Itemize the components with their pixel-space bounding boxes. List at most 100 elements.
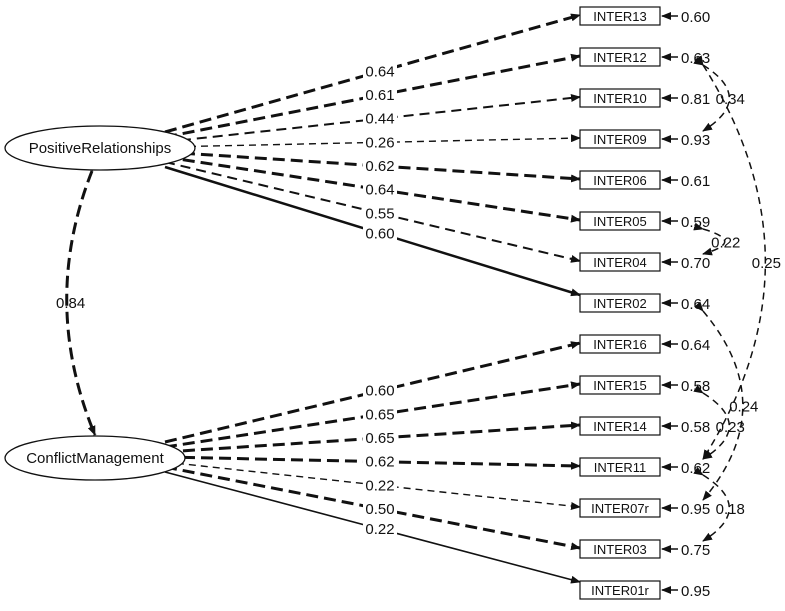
- loading-value: 0.26: [365, 134, 394, 151]
- loading-value: 0.44: [365, 111, 394, 128]
- loading-value: 0.22: [365, 521, 394, 538]
- indicator-label: INTER02: [593, 296, 646, 311]
- residual-value: 0.59: [681, 214, 710, 231]
- residual-value: 0.93: [681, 132, 710, 149]
- loading-label-bg: [363, 429, 397, 446]
- indicator-rect: [579, 6, 661, 26]
- indicator-box: INTER10: [579, 88, 661, 108]
- latent-label: ConflictManagement: [26, 450, 164, 467]
- loading-label-bg: [363, 224, 397, 241]
- loading-value: 0.62: [365, 454, 394, 471]
- loading-value: 0.50: [365, 501, 394, 518]
- residual-value: 0.95: [681, 583, 710, 600]
- loading-value: 0.62: [365, 158, 394, 175]
- latent-correlation-value: 0.84: [56, 295, 85, 312]
- indicator-rect: [579, 170, 661, 190]
- residual-covariance-arc: [694, 55, 767, 460]
- residual-value: 0.75: [681, 542, 710, 559]
- indicator-label: INTER12: [593, 50, 646, 65]
- loading-value: 0.61: [365, 87, 394, 104]
- loading-value: 0.65: [365, 406, 394, 423]
- loading-arrow: [164, 465, 581, 551]
- loading-value: 0.60: [365, 383, 394, 400]
- residual-covariance-value: 0.18: [716, 501, 745, 518]
- indicator-box: INTER16: [579, 334, 661, 354]
- indicator-label: INTER15: [593, 378, 646, 393]
- residual-value: 0.63: [681, 50, 710, 67]
- latent-ellipse: [4, 435, 186, 481]
- residual-value: 0.81: [681, 91, 710, 108]
- indicator-label: INTER01r: [591, 583, 649, 598]
- indicator-rect: [579, 539, 661, 559]
- residual-value: 0.70: [681, 255, 710, 272]
- residual-covariance-arc: [693, 466, 730, 542]
- residual-covariance-arc: [693, 56, 730, 132]
- indicator-label: INTER04: [593, 255, 646, 270]
- indicator-label: INTER14: [593, 419, 646, 434]
- residual-covariance-arc: [693, 222, 726, 256]
- indicator-label: INTER11: [594, 460, 647, 475]
- residual-value: 0.64: [681, 337, 710, 354]
- indicator-box: INTER13: [579, 6, 661, 26]
- loading-value: 0.64: [365, 63, 394, 80]
- residual-value: 0.64: [681, 296, 710, 313]
- residual-covariance-value: 0.24: [729, 399, 758, 416]
- indicator-rect: [579, 129, 661, 149]
- loading-label-bg: [363, 499, 397, 516]
- loading-label-bg: [363, 180, 397, 197]
- latent-label: PositiveRelationships: [29, 140, 172, 157]
- indicator-label: INTER16: [593, 337, 646, 352]
- loading-value: 0.22: [365, 477, 394, 494]
- loading-label-bg: [363, 452, 397, 469]
- residual-covariance-arc: [693, 384, 730, 460]
- loading-arrow: [164, 53, 581, 139]
- residual-covariance-value: 0.25: [752, 255, 781, 272]
- indicator-rect: [579, 47, 661, 67]
- residual-value: 0.60: [681, 9, 710, 26]
- residual-value: 0.95: [681, 501, 710, 518]
- indicator-rect: [579, 334, 661, 354]
- indicator-box: INTER02: [579, 293, 661, 313]
- indicator-label: INTER03: [593, 542, 646, 557]
- residual-covariance-value: 0.34: [716, 91, 745, 108]
- indicator-rect: [579, 211, 661, 231]
- residual-covariance-value: 0.23: [716, 419, 745, 436]
- indicator-rect: [579, 457, 661, 477]
- indicator-label: INTER10: [593, 91, 646, 106]
- indicator-label: INTER06: [593, 173, 646, 188]
- residual-covariance-arc: [694, 301, 744, 501]
- indicator-box: INTER12: [579, 47, 661, 67]
- indicator-rect: [579, 88, 661, 108]
- indicator-rect: [579, 293, 661, 313]
- residual-value: 0.58: [681, 419, 710, 436]
- indicator-box: INTER04: [579, 252, 661, 272]
- indicator-box: INTER01r: [579, 580, 661, 600]
- residual-value: 0.61: [681, 173, 710, 190]
- indicator-box: INTER07r: [579, 498, 661, 518]
- indicator-label: INTER13: [593, 9, 646, 24]
- loading-label-bg: [363, 156, 397, 173]
- indicator-label: INTER07r: [591, 501, 649, 516]
- indicator-box: INTER05: [579, 211, 661, 231]
- residual-value: 0.58: [681, 378, 710, 395]
- indicator-box: INTER09: [579, 129, 661, 149]
- indicator-box: INTER14: [579, 416, 661, 436]
- indicator-box: INTER06: [579, 170, 661, 190]
- loading-label-bg: [363, 381, 397, 398]
- loading-label-bg: [363, 133, 397, 150]
- indicator-rect: [579, 416, 661, 436]
- loading-label-bg: [363, 62, 397, 79]
- indicator-rect: [579, 498, 661, 518]
- loading-label-bg: [363, 86, 397, 103]
- indicator-rect: [579, 252, 661, 272]
- loading-value: 0.55: [365, 205, 394, 222]
- residual-value: 0.62: [681, 460, 710, 477]
- loading-label-bg: [363, 519, 397, 536]
- indicator-box: INTER15: [579, 375, 661, 395]
- loading-value: 0.65: [365, 430, 394, 447]
- loading-label-bg: [363, 405, 397, 422]
- indicator-rect: [579, 375, 661, 395]
- latent-correlation-arrow: [65, 161, 100, 436]
- loading-value: 0.60: [365, 225, 394, 242]
